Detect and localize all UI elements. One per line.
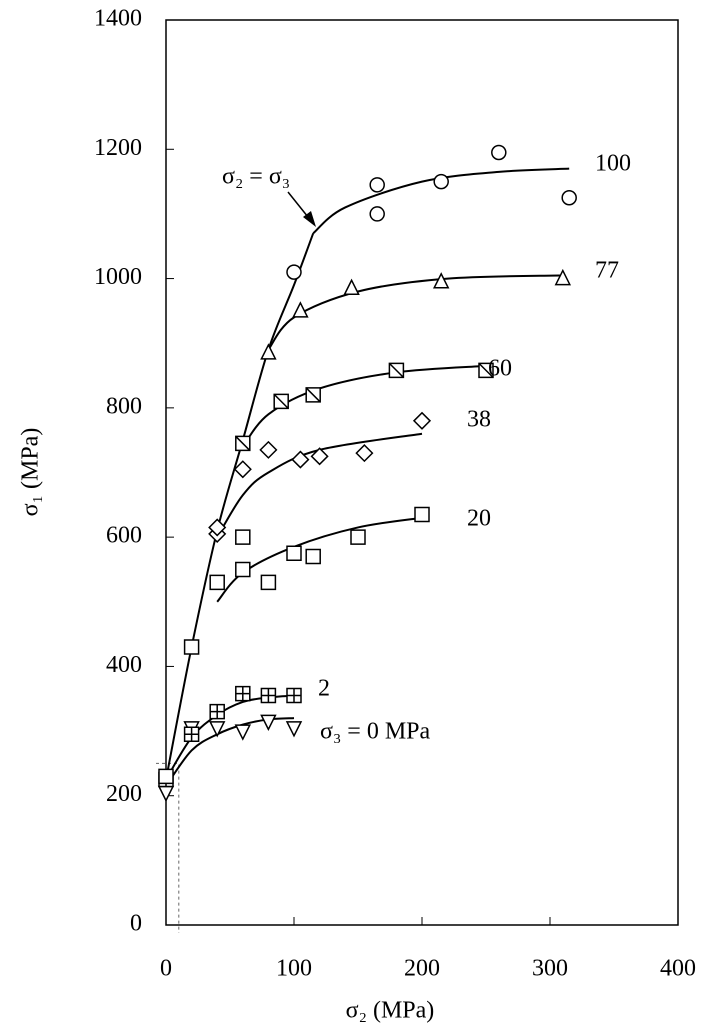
point xyxy=(235,529,251,545)
point xyxy=(414,506,430,523)
point xyxy=(369,177,385,193)
series-label: 100 xyxy=(595,151,631,177)
arrow-head xyxy=(303,211,316,227)
series-label: 77 xyxy=(595,258,619,284)
annotation: σ₂ = σ₃ xyxy=(222,164,290,190)
point xyxy=(433,173,449,190)
x-tick-label: 300 xyxy=(532,956,568,982)
point xyxy=(554,268,572,286)
fit-curve xyxy=(312,167,570,235)
point xyxy=(310,447,329,466)
point xyxy=(157,785,175,803)
point xyxy=(432,272,450,289)
series-label: σ₃ = 0 MPa xyxy=(320,719,431,745)
x-tick-label: 200 xyxy=(404,956,440,982)
point xyxy=(491,144,507,161)
point xyxy=(233,460,252,479)
point xyxy=(260,574,277,591)
point xyxy=(234,724,252,741)
point xyxy=(286,545,302,562)
point xyxy=(292,301,309,318)
point xyxy=(305,548,321,565)
point xyxy=(259,440,278,459)
y-tick-label: 1200 xyxy=(94,135,142,161)
x-tick-label: 0 xyxy=(160,956,172,982)
point xyxy=(561,190,577,206)
envelope-curve xyxy=(165,232,315,780)
y-tick-label: 400 xyxy=(106,652,142,678)
point xyxy=(286,687,302,704)
point xyxy=(260,343,277,360)
point xyxy=(208,518,227,537)
guide-line xyxy=(156,762,180,933)
point xyxy=(235,435,251,452)
point xyxy=(350,529,366,545)
series-label: 60 xyxy=(488,356,512,382)
point xyxy=(183,639,200,655)
x-axis-label: σ₂ (MPa) xyxy=(346,998,435,1024)
x-tick-label: 100 xyxy=(276,956,312,982)
point xyxy=(369,206,385,222)
y-tick-label: 200 xyxy=(106,781,142,807)
fit-curve xyxy=(216,432,423,538)
point xyxy=(478,362,494,379)
y-tick-label: 0 xyxy=(130,911,142,937)
point xyxy=(235,685,251,702)
point xyxy=(343,278,360,296)
fit-curve xyxy=(267,274,563,351)
point xyxy=(209,703,225,720)
y-tick-label: 800 xyxy=(106,393,142,419)
series-label: 38 xyxy=(467,407,491,433)
point xyxy=(388,362,405,379)
x-tick-label: 400 xyxy=(660,956,696,982)
series-label: 2 xyxy=(318,676,330,702)
point xyxy=(286,264,302,280)
point xyxy=(291,450,310,469)
point xyxy=(235,561,251,578)
point xyxy=(158,768,174,785)
series-label: 20 xyxy=(467,506,491,532)
fit-curve xyxy=(241,364,487,448)
point xyxy=(273,393,289,410)
y-tick-label: 1400 xyxy=(94,6,142,32)
point xyxy=(412,411,432,430)
point xyxy=(260,714,277,732)
point xyxy=(285,721,303,738)
point xyxy=(355,444,374,463)
y-tick-label: 1000 xyxy=(94,264,142,290)
point xyxy=(209,574,225,591)
y-tick-label: 600 xyxy=(106,523,142,549)
point xyxy=(305,387,321,403)
point xyxy=(208,721,226,738)
point xyxy=(183,726,200,743)
y-axis-label: σ₁ (MPa) xyxy=(18,428,44,517)
point xyxy=(260,687,277,704)
